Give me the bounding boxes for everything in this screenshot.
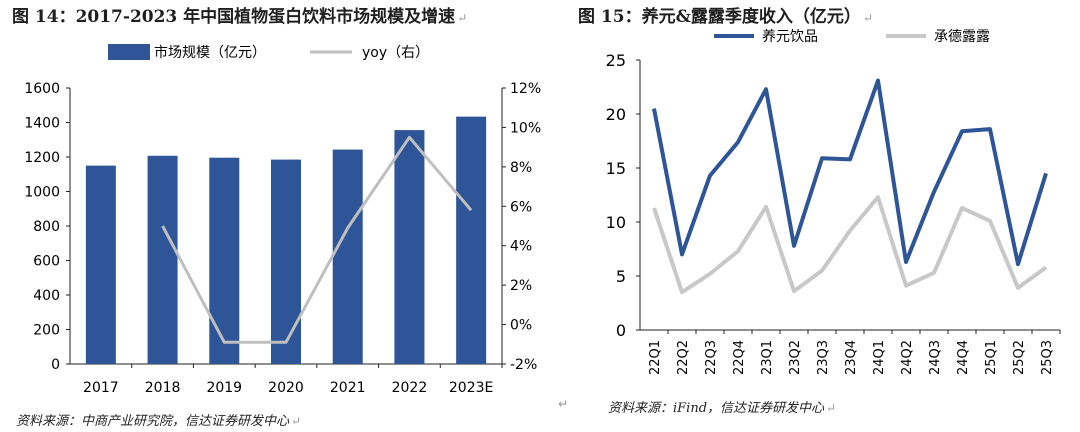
y-tick-label: 1400 xyxy=(24,116,60,132)
x-tick-label: 22Q1 xyxy=(648,340,663,375)
y-tick-label: 1000 xyxy=(24,185,60,201)
y2-tick-label: 10% xyxy=(510,120,541,136)
paragraph-mark: ↵ xyxy=(862,11,873,25)
x-tick-label: 2020 xyxy=(268,380,304,396)
legend: 养元饮品 承德露露 xyxy=(714,29,990,45)
legend: 市场规模（亿元） yoy（右） xyxy=(108,44,429,61)
bar xyxy=(456,116,487,364)
bar xyxy=(271,159,301,364)
y-tick-label: 400 xyxy=(33,288,60,304)
y-tick-label: 15 xyxy=(606,159,626,178)
x-tick-label: 2022 xyxy=(392,380,428,396)
legend-label-lulu: 承德露露 xyxy=(934,29,990,45)
x-tick-label: 24Q3 xyxy=(928,340,943,375)
y2-tick-label: 8% xyxy=(510,160,532,176)
legend-label-yangyuan: 养元饮品 xyxy=(762,29,818,45)
y-tick-label: 20 xyxy=(606,105,626,124)
x-tick-label: 24Q1 xyxy=(872,340,887,375)
x-tick-label: 24Q2 xyxy=(900,340,915,375)
x-tick-label: 25Q1 xyxy=(984,340,999,375)
x-tick-label: 2019 xyxy=(206,380,242,396)
right-chart-source: 资料来源：iFind，信达证券研发中心 ↵ xyxy=(608,401,837,416)
y2-tick-label: -2% xyxy=(510,357,537,373)
x-tick-label: 2018 xyxy=(145,380,181,396)
left-chart: 市场规模（亿元） yoy（右） 0 200 400 600 800 1000 1200 1400 1… xyxy=(24,44,541,396)
y-tick-label: 800 xyxy=(33,219,60,235)
series-line-lulu xyxy=(652,195,1048,295)
y2-tick-label: 2% xyxy=(510,278,532,294)
x-tick-label: 2023E xyxy=(449,380,493,396)
x-tick-label: 24Q4 xyxy=(956,340,971,375)
x-tick-label: 22Q3 xyxy=(704,340,719,375)
x-tick-label: 25Q3 xyxy=(1040,340,1055,375)
paragraph-mark: ↵ xyxy=(291,414,302,428)
right-chart-title: 图 15：养元&露露季度收入（亿元） ↵ xyxy=(578,7,873,27)
paragraph-mark: ↵ xyxy=(457,11,468,25)
series-line-yoy xyxy=(161,135,473,344)
y2-tick-label: 0% xyxy=(510,318,532,334)
x-tick-label: 23Q4 xyxy=(844,340,859,375)
x-tick-label: 22Q2 xyxy=(676,340,691,375)
y2-tick-label: 4% xyxy=(510,239,532,255)
y-tick-label: 10 xyxy=(606,213,626,232)
paragraph-mark: ↵ xyxy=(826,401,837,415)
y2-tick-label: 6% xyxy=(510,199,532,215)
y-tick-label: 600 xyxy=(33,254,60,270)
x-tick-label: 22Q4 xyxy=(732,340,747,375)
bar xyxy=(147,155,178,364)
legend-swatch-market-size xyxy=(108,44,150,60)
x-tick-label: 23Q2 xyxy=(788,340,803,375)
y-tick-label: 1200 xyxy=(24,150,60,166)
legend-label-market-size: 市场规模（亿元） xyxy=(154,44,266,61)
paragraph-mark: ↵ xyxy=(558,397,569,411)
y-tick-label: 25 xyxy=(606,51,626,70)
x-tick-label: 23Q1 xyxy=(760,340,775,375)
bar xyxy=(85,165,116,364)
x-tick-label: 23Q3 xyxy=(816,340,831,375)
bar xyxy=(332,149,363,364)
y2-tick-label: 12% xyxy=(510,81,541,97)
bar xyxy=(394,130,425,364)
left-chart-source: 资料来源：中商产业研究院，信达证券研发中心 ↵ xyxy=(16,414,302,429)
y-tick-label: 0 xyxy=(616,321,626,340)
right-chart: 养元饮品 承德露露 0 5 10 15 20 25 22Q1 22Q2 22Q3 22Q4 23Q1 23… xyxy=(606,29,1061,375)
y-tick-label: 0 xyxy=(51,357,60,373)
x-tick-label: 2017 xyxy=(83,380,119,396)
left-chart-title: 图 14：2017-2023 年中国植物蛋白饮料市场规模及增速 ↵ xyxy=(12,7,468,27)
legend-label-yoy: yoy（右） xyxy=(362,45,429,61)
y-tick-label: 5 xyxy=(616,267,626,286)
bar xyxy=(209,157,240,364)
y-tick-label: 200 xyxy=(33,323,60,339)
y-tick-label: 1600 xyxy=(24,81,60,97)
x-tick-label: 2021 xyxy=(330,380,366,396)
series-line-yangyuan xyxy=(652,78,1048,267)
x-tick-label: 25Q2 xyxy=(1012,340,1027,375)
